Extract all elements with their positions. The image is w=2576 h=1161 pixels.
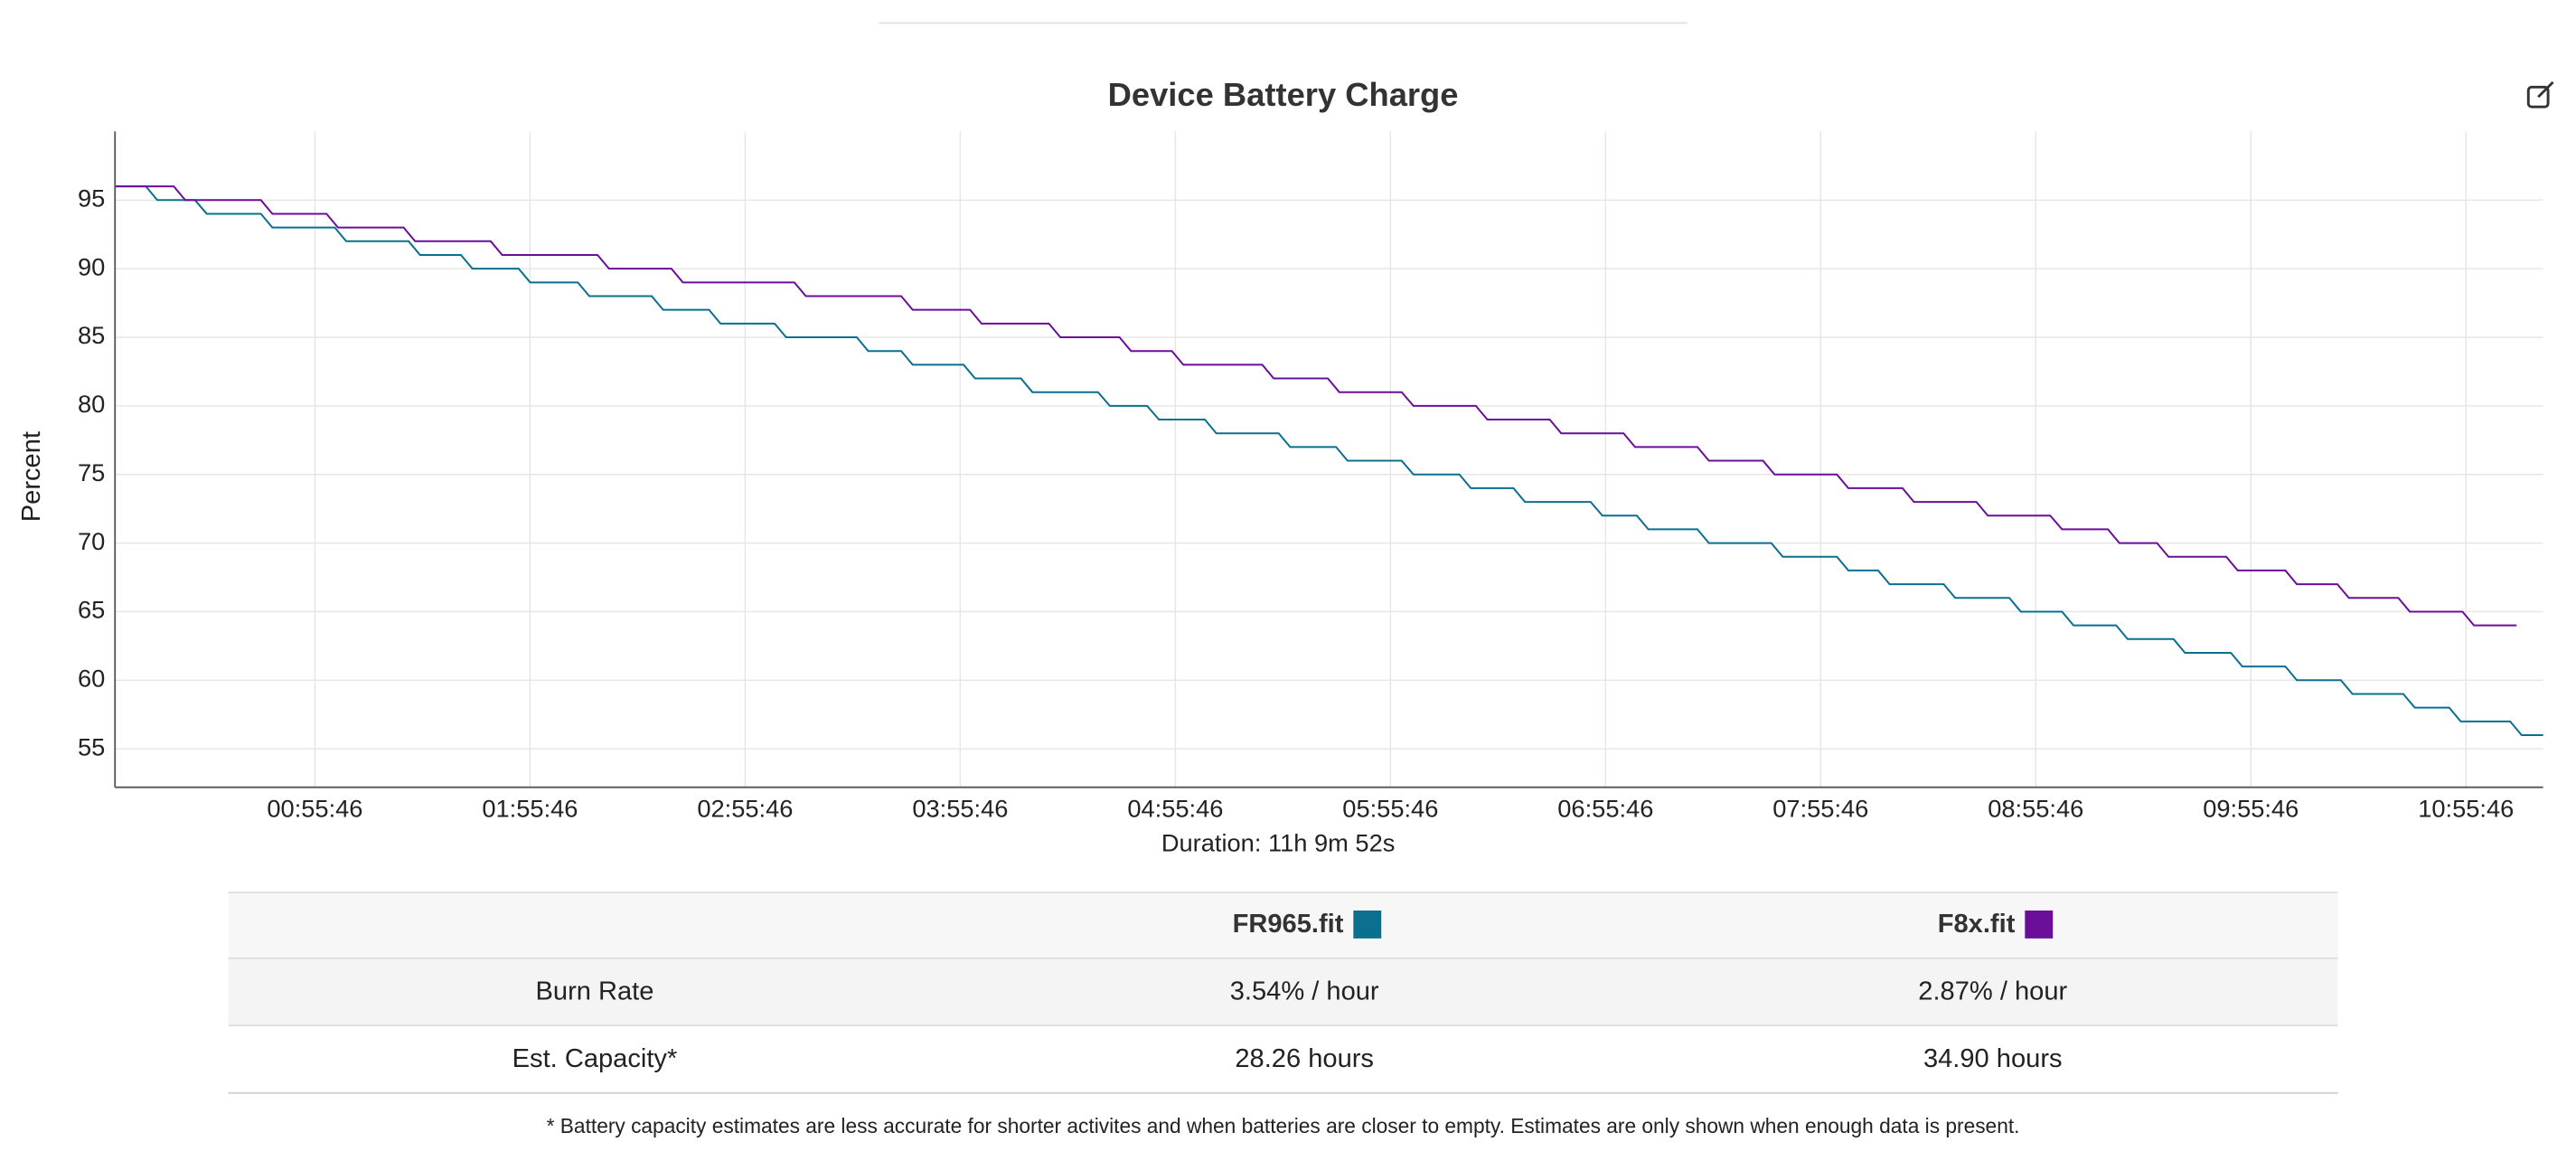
y-tick-label: 95 [78,184,105,212]
cell: 2.87% / hour [1918,977,2067,1006]
y-tick-label: 85 [78,321,105,349]
x-axis-label: Duration: 11h 9m 52s [1161,828,1396,856]
x-tick-label: 03:55:46 [912,794,1008,822]
x-tick-label: 06:55:46 [1557,794,1653,822]
cell: 34.90 hours [1923,1044,2063,1073]
y-tick-label: 65 [78,596,105,624]
edit-icon-pen [2537,80,2554,99]
grid [115,131,2543,788]
row-label: Burn Rate [536,977,654,1006]
x-tick-label: 01:55:46 [482,794,578,822]
column-header: F8x.fit [1938,910,2016,939]
x-tick-label: 10:55:46 [2418,794,2514,822]
x-tick-label: 07:55:46 [1772,794,1868,822]
cell: 28.26 hours [1235,1044,1374,1073]
header-row [228,892,2338,958]
x-tick-label: 05:55:46 [1342,794,1438,822]
series-line [115,185,2543,736]
stats-table: FR965.fit F8x.fit Burn Rate 3.54% / hour 2.8… [228,892,2338,1094]
x-tick-label: 09:55:46 [2203,794,2299,822]
legend-swatch [2025,910,2054,939]
cell: 3.54% / hour [1230,977,1379,1006]
y-tick-label: 55 [78,732,105,760]
x-tick-label: 08:55:46 [1988,794,2083,822]
y-tick-label: 70 [78,527,105,555]
edit-icon[interactable] [2526,80,2554,109]
x-tick-label: 00:55:46 [267,794,362,822]
x-tick-label: 02:55:46 [697,794,793,822]
y-tick-label: 75 [78,458,105,486]
column-header: FR965.fit [1233,910,1344,939]
y-tick-label: 90 [78,252,105,280]
row-bg [228,958,2338,1026]
chart-title: Device Battery Charge [1108,76,1459,113]
edit-icon-box [2526,85,2550,109]
footnote: * Battery capacity estimates are less ac… [547,1114,2020,1137]
y-axis-label: Percent [17,431,46,522]
y-tick-label: 60 [78,665,105,693]
x-tick-label: 04:55:46 [1127,794,1223,822]
row-label: Est. Capacity* [512,1044,678,1073]
series-line [115,185,2517,627]
y-tick-label: 80 [78,390,105,418]
plot [115,185,2543,736]
legend-swatch [1353,910,1382,939]
